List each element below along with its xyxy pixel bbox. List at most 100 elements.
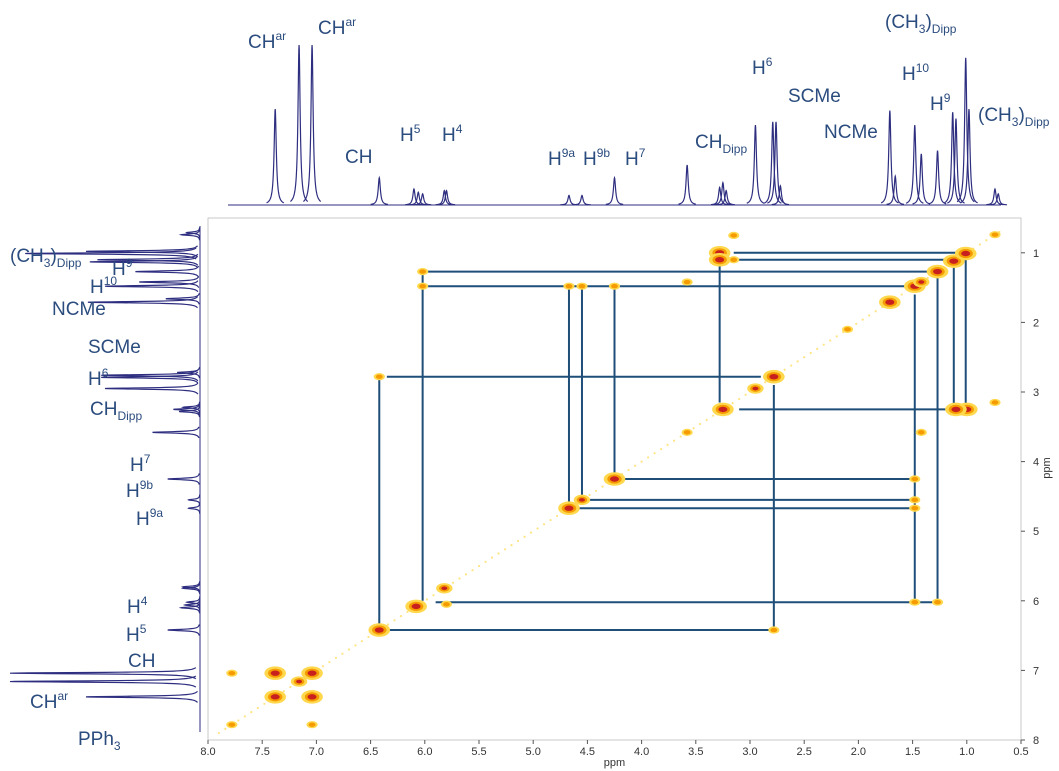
cross-peak bbox=[608, 282, 621, 290]
cross-peak bbox=[373, 373, 385, 381]
left-peak bbox=[165, 293, 200, 305]
diagonal-dot bbox=[490, 556, 494, 559]
label-part: NCMe bbox=[52, 299, 106, 320]
side-label: CHar bbox=[30, 689, 68, 713]
label-part: 3 bbox=[114, 739, 121, 753]
left-peak bbox=[185, 226, 201, 239]
peak-mid bbox=[565, 284, 573, 289]
cross-peak bbox=[306, 721, 318, 729]
peak-label: H10 bbox=[902, 61, 929, 85]
peak-mid bbox=[683, 279, 691, 285]
peak-core bbox=[715, 257, 725, 263]
cross-peak bbox=[440, 600, 453, 608]
peak-label: CHDipp bbox=[695, 132, 747, 156]
cross-peak bbox=[417, 282, 429, 290]
x-tick-label: 7.5 bbox=[255, 746, 270, 758]
label-part: Dipp bbox=[1025, 115, 1050, 129]
cross-peak bbox=[879, 295, 901, 310]
diagonal-dot bbox=[458, 577, 461, 580]
label-part: ) bbox=[1018, 105, 1024, 126]
plot-frame bbox=[207, 217, 1022, 741]
label-part: H bbox=[442, 125, 456, 146]
x-tick-label: 2.5 bbox=[797, 746, 812, 758]
diagonal-dot bbox=[809, 351, 812, 355]
top-peak bbox=[989, 192, 1007, 206]
diagonal-dot bbox=[282, 690, 285, 693]
diagonal-dot bbox=[406, 610, 409, 614]
left-peak bbox=[9, 675, 197, 688]
cross-peak bbox=[768, 626, 780, 634]
top-peak bbox=[771, 184, 790, 206]
diagonal-dot bbox=[341, 652, 344, 655]
side-label: CHDipp bbox=[90, 399, 142, 423]
label-part: 7 bbox=[144, 452, 151, 466]
label-part: 6 bbox=[766, 55, 773, 69]
peak-mid bbox=[611, 284, 618, 289]
cross-peak bbox=[841, 325, 854, 333]
label-part: 9a bbox=[562, 146, 576, 160]
side-label: H9 bbox=[112, 256, 133, 280]
cross-peak bbox=[926, 264, 949, 279]
left-peak bbox=[185, 596, 201, 608]
y-tick-label: 8 bbox=[1033, 735, 1039, 747]
x-axis-label: ppm bbox=[604, 757, 625, 769]
diagonal-dot bbox=[484, 560, 487, 563]
cross-peak bbox=[436, 583, 453, 594]
peak-mid bbox=[991, 400, 999, 405]
top-peak bbox=[409, 191, 428, 206]
label-part: 10 bbox=[104, 274, 118, 288]
x-tick-label: 6.5 bbox=[363, 746, 378, 758]
cross-peak bbox=[913, 276, 930, 288]
diagonal-dot bbox=[464, 573, 468, 576]
label-part: 3 bbox=[44, 256, 51, 270]
label-part: Dipp bbox=[722, 142, 747, 156]
x-tick-label: 4.0 bbox=[634, 746, 649, 758]
label-part: H bbox=[548, 149, 562, 170]
left-peak bbox=[104, 280, 199, 293]
top-peak bbox=[370, 175, 389, 205]
peak-mid bbox=[844, 327, 851, 332]
cross-peak bbox=[558, 501, 580, 516]
cross-peak bbox=[712, 402, 734, 417]
diagonal-dot bbox=[633, 464, 637, 467]
cross-peak bbox=[728, 256, 740, 264]
diagonal-dot bbox=[386, 623, 390, 626]
label-part: 9 bbox=[126, 256, 133, 270]
top-peak bbox=[947, 118, 965, 204]
diagonal-dot bbox=[510, 544, 513, 547]
y-tick-label: 1 bbox=[1033, 248, 1039, 260]
cross-peak bbox=[405, 599, 427, 614]
diagonal-dot bbox=[640, 460, 643, 463]
top-peak bbox=[767, 121, 785, 204]
x-tick-label: 1.5 bbox=[905, 746, 920, 758]
top-peak bbox=[266, 108, 285, 204]
cross-peak bbox=[226, 721, 238, 729]
peak-label: SCMe bbox=[788, 86, 841, 107]
cross-peak bbox=[301, 666, 323, 680]
peak-core bbox=[411, 603, 421, 610]
top-peak bbox=[905, 124, 924, 204]
diagonal-dot bbox=[354, 644, 357, 647]
cross-peak bbox=[954, 246, 977, 261]
label-part: Dipp bbox=[57, 256, 82, 270]
diagonal-dot bbox=[497, 552, 500, 555]
top-peak bbox=[573, 194, 591, 206]
diagonal-dot bbox=[256, 706, 259, 710]
top-peak bbox=[912, 153, 931, 205]
top-peak bbox=[678, 164, 696, 205]
label-part: ) bbox=[50, 246, 56, 267]
label-part: H bbox=[127, 597, 141, 618]
cross-peak bbox=[264, 666, 287, 680]
peak-label: (CH3)Dipp bbox=[978, 105, 1050, 129]
side-label: H9b bbox=[126, 478, 153, 502]
top-peak bbox=[413, 192, 432, 206]
label-part: Dipp bbox=[117, 409, 142, 423]
top-peak bbox=[886, 173, 905, 205]
top-peak bbox=[714, 180, 732, 206]
label-part: CH bbox=[128, 651, 155, 672]
diagonal-dot bbox=[542, 523, 546, 526]
peak-core bbox=[578, 498, 585, 502]
peak-label: H4 bbox=[442, 122, 463, 146]
left-peak bbox=[177, 366, 201, 379]
